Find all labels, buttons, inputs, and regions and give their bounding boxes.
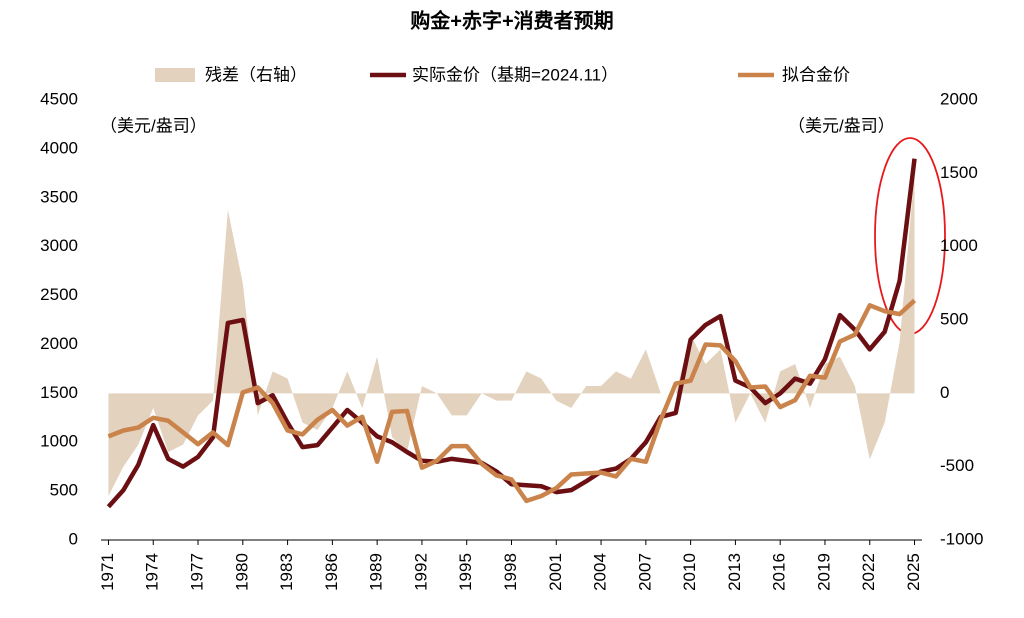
y-tick-label: 0 [69,529,78,548]
y2-tick-label: -1000 [940,529,983,548]
y-axis-label: （美元/盎司） [100,116,207,135]
y-tick-label: 3500 [40,187,78,206]
x-tick-label: 2004 [591,553,610,591]
x-tick-label: 2016 [770,553,789,591]
y2-tick-label: 2000 [940,89,978,108]
x-tick-label: 2010 [680,553,699,591]
y-tick-label: 4500 [40,89,78,108]
y2-axis-label: （美元/盎司） [788,116,895,135]
legend-swatch [155,68,195,82]
y-tick-label: 3000 [40,236,78,255]
y-tick-label: 500 [50,481,78,500]
price-line [107,298,917,504]
y2-tick-label: 500 [940,309,968,328]
y2-tick-label: -500 [940,456,974,475]
legend-label: 实际金价（基期=2024.11） [412,65,618,84]
y-tick-label: 1500 [40,383,78,402]
price-line [106,158,917,509]
chart-title: 购金+赤字+消费者预期 [410,8,613,32]
x-tick-label: 1995 [456,553,475,591]
x-tick-label: 1989 [367,553,386,591]
x-tick-label: 1992 [411,553,430,591]
x-tick-label: 1971 [98,553,117,591]
y2-tick-label: 0 [940,383,949,402]
x-tick-label: 1983 [277,553,296,591]
residual-area [108,173,915,497]
x-tick-label: 1980 [232,553,251,591]
x-tick-label: 1974 [143,553,162,591]
y2-tick-label: 1500 [940,163,978,182]
legend-label: 拟合金价 [782,65,850,84]
y-tick-label: 1000 [40,432,78,451]
x-tick-label: 2025 [904,553,923,591]
y-tick-label: 4000 [40,138,78,157]
x-tick-label: 1977 [188,553,207,591]
y-tick-label: 2500 [40,285,78,304]
x-tick-label: 2019 [814,553,833,591]
x-tick-label: 1998 [501,553,520,591]
x-tick-label: 2022 [859,553,878,591]
x-tick-label: 2013 [725,553,744,591]
legend-label: 残差（右轴） [205,65,307,84]
x-tick-label: 2001 [546,553,565,591]
y2-tick-label: 1000 [940,236,978,255]
x-tick-label: 1986 [322,553,341,591]
y-tick-label: 2000 [40,334,78,353]
x-tick-label: 2007 [635,553,654,591]
